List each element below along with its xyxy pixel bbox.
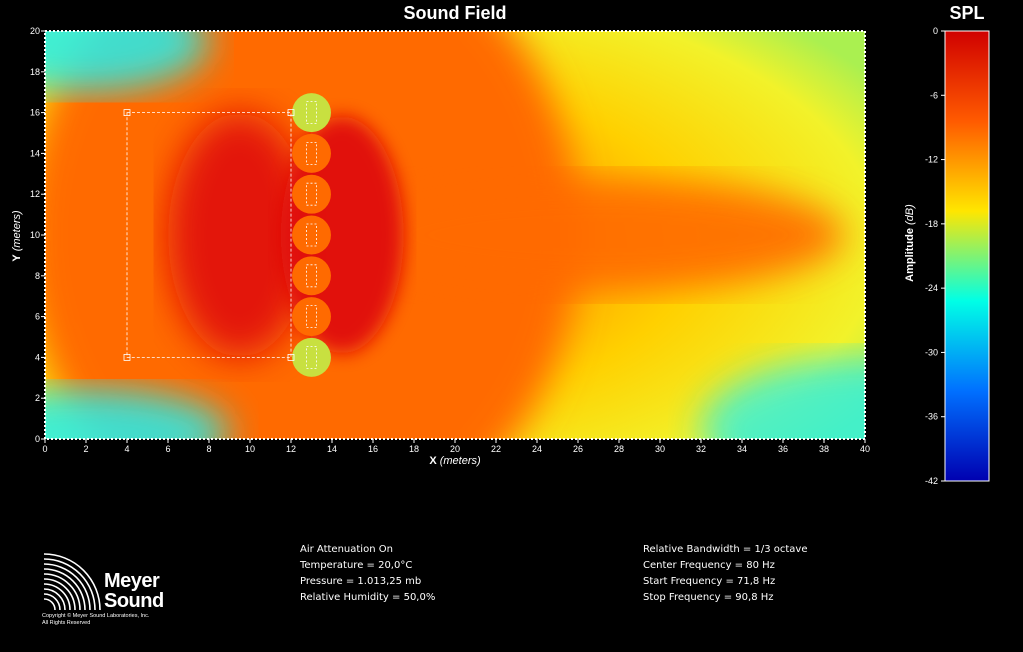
- colorbar-tick-label: -30: [925, 347, 938, 357]
- x-tick-label: 22: [491, 444, 501, 454]
- stop-frequency-text: Stop Frequency = 90,8 Hz: [643, 592, 774, 603]
- loudspeaker-array: [292, 93, 331, 377]
- bandwidth-text: Relative Bandwidth = 1/3 octave: [643, 544, 808, 555]
- x-tick-label: 34: [737, 444, 747, 454]
- speaker-outline: [306, 305, 317, 329]
- air-attenuation-text: Air Attenuation On: [300, 544, 393, 555]
- logo-word-meyer: Meyer: [104, 570, 160, 592]
- colorbar-ticks: 0 -6 -12 -18 -24 -30 -36 -42: [925, 26, 945, 486]
- speaker-element: [292, 215, 331, 255]
- colorbar-tick-label: -6: [930, 90, 938, 100]
- speaker-outline: [306, 345, 317, 369]
- copyright-text: Copyright © Meyer Sound Laboratories, In…: [42, 613, 150, 619]
- speaker-outline: [306, 264, 317, 288]
- colorbar-tick-label: -18: [925, 219, 938, 229]
- speaker-outline: [306, 101, 317, 124]
- speaker-element: [292, 93, 331, 133]
- center-frequency-text: Center Frequency = 80 Hz: [643, 560, 775, 571]
- x-tick-label: 4: [124, 444, 129, 454]
- speaker-element: [292, 174, 331, 214]
- selection-handle[interactable]: [287, 353, 295, 361]
- logo-arcs-icon: [43, 553, 101, 610]
- selection-handle[interactable]: [123, 109, 131, 116]
- x-tick-label: 28: [614, 444, 624, 454]
- selection-rectangle[interactable]: [123, 109, 295, 361]
- colorbar-label: Amplitude (dB): [904, 204, 916, 282]
- y-tick-label: 0: [35, 434, 40, 444]
- y-tick-label: 2: [35, 393, 40, 403]
- y-tick-label: 14: [30, 148, 40, 158]
- speaker-outline: [306, 223, 317, 247]
- colorbar: [944, 30, 990, 482]
- pressure-text: Pressure = 1.013,25 mb: [300, 576, 422, 587]
- x-tick-label: 18: [409, 444, 419, 454]
- colorbar-tick-label: -36: [925, 412, 938, 422]
- speaker-element: [292, 297, 331, 337]
- selection-handle[interactable]: [287, 109, 295, 116]
- selection-handle[interactable]: [123, 353, 131, 361]
- x-tick-label: 24: [532, 444, 542, 454]
- y-tick-label: 20: [30, 26, 40, 36]
- x-tick-label: 10: [245, 444, 255, 454]
- x-tick-label: 0: [42, 444, 47, 454]
- y-tick-label: 16: [30, 108, 40, 118]
- x-tick-label: 20: [450, 444, 460, 454]
- plot-title: Sound Field: [403, 3, 507, 23]
- air-settings: Air Attenuation On Temperature = 20,0°C …: [300, 542, 435, 606]
- y-tick-label: 12: [30, 189, 40, 199]
- x-tick-label: 6: [165, 444, 170, 454]
- meyer-sound-logo: Meyer Sound Copyright © Meyer Sound Labo…: [42, 550, 192, 635]
- x-tick-label: 38: [819, 444, 829, 454]
- x-tick-label: 40: [860, 444, 870, 454]
- y-axis-label: Y (meters): [11, 210, 23, 262]
- x-tick-label: 8: [206, 444, 211, 454]
- speaker-outline: [306, 141, 317, 165]
- temperature-text: Temperature = 20,0°C: [300, 560, 413, 571]
- selection-outline[interactable]: [126, 112, 292, 358]
- humidity-text: Relative Humidity = 50,0%: [300, 592, 436, 603]
- colorbar-tick-label: 0: [933, 26, 938, 36]
- speaker-element: [292, 256, 331, 296]
- y-tick-label: 10: [30, 230, 40, 240]
- x-tick-label: 36: [778, 444, 788, 454]
- x-axis-label: X (meters): [429, 455, 481, 467]
- x-tick-label: 14: [327, 444, 337, 454]
- x-axis-ticks: 0 2 4 6 8 10 12 14 16 18 20 22 24 26 28 30 32 34 36 38 40: [42, 439, 870, 454]
- x-tick-label: 30: [655, 444, 665, 454]
- sound-field-heatmap: [45, 31, 865, 439]
- colorbar-tick-label: -42: [925, 476, 938, 486]
- x-tick-label: 12: [286, 444, 296, 454]
- y-tick-label: 18: [30, 67, 40, 77]
- x-tick-label: 2: [83, 444, 88, 454]
- start-frequency-text: Start Frequency = 71,8 Hz: [643, 576, 776, 587]
- colorbar-tick-label: -24: [925, 283, 938, 293]
- logo-word-sound: Sound: [104, 590, 164, 612]
- y-tick-label: 6: [35, 312, 40, 322]
- y-axis-ticks: 0 2 4 6 8 10 12 14 16 18 20: [30, 26, 45, 444]
- y-tick-label: 4: [35, 352, 40, 362]
- colorbar-tick-label: -12: [925, 155, 938, 165]
- speaker-element: [292, 337, 331, 377]
- frequency-settings: Relative Bandwidth = 1/3 octave Center F…: [643, 542, 808, 606]
- speaker-outline: [306, 182, 317, 206]
- x-tick-label: 26: [573, 444, 583, 454]
- rights-text: All Rights Reserved: [42, 620, 91, 626]
- x-tick-label: 16: [368, 444, 378, 454]
- speaker-element: [292, 133, 331, 173]
- colorbar-title: SPL: [949, 3, 985, 23]
- x-tick-label: 32: [696, 444, 706, 454]
- y-tick-label: 8: [35, 271, 40, 281]
